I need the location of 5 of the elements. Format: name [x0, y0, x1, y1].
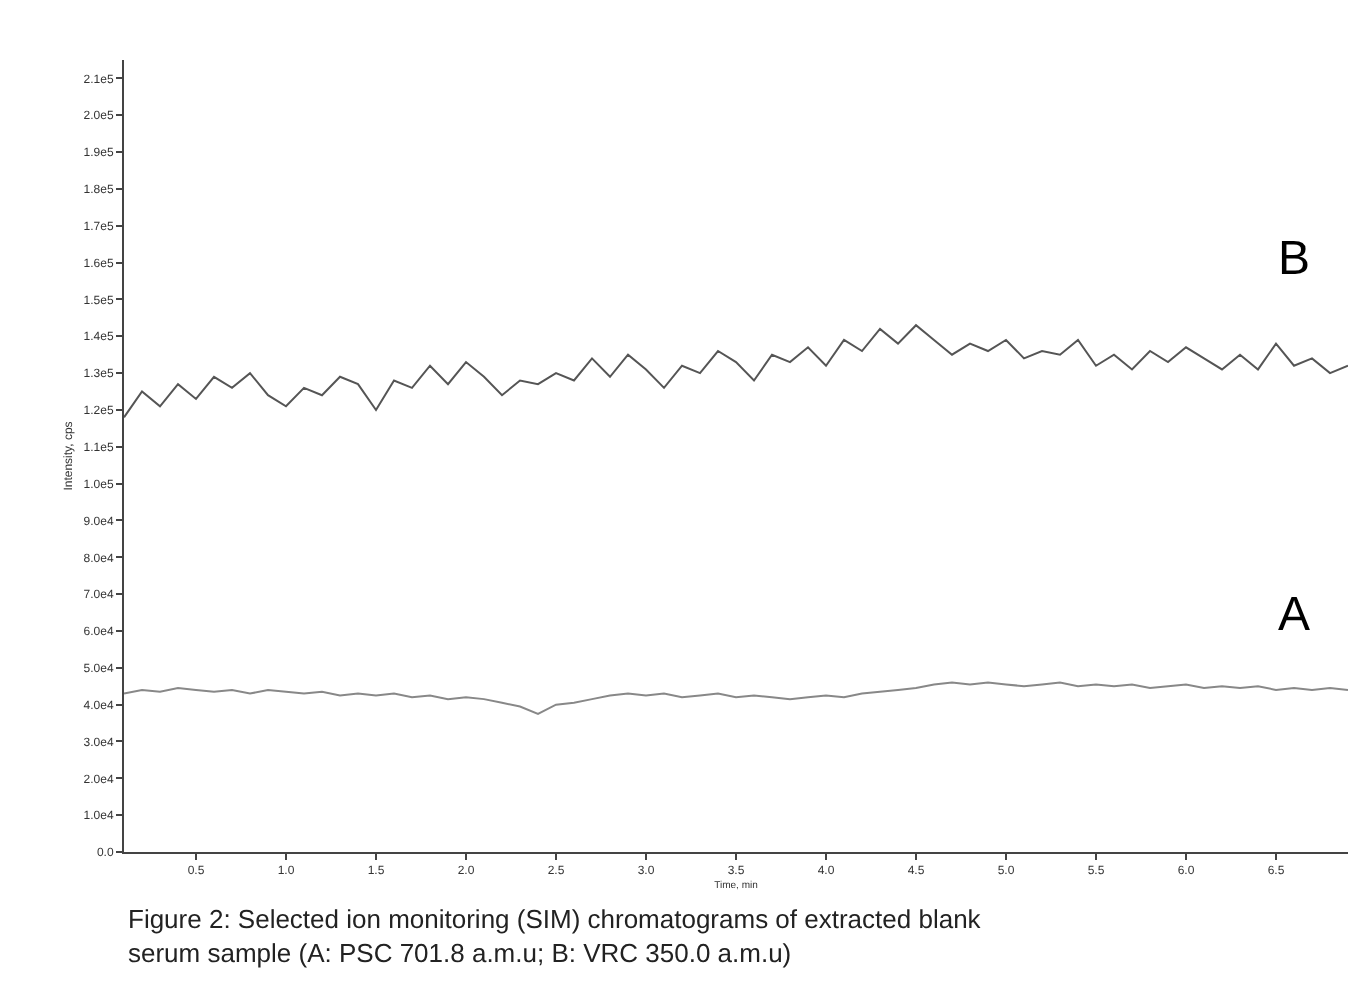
line-series	[124, 681, 1348, 715]
series-label: A	[1278, 588, 1311, 642]
line-series	[124, 324, 1348, 419]
series-label: B	[1278, 232, 1311, 286]
caption: Figure 2: Selected ion monitoring (SIM) chromatograms of extracted blank serum sample (A: PSC 701.8 a.m.u; B: VRC 350.0 a.m.u)	[128, 904, 982, 968]
